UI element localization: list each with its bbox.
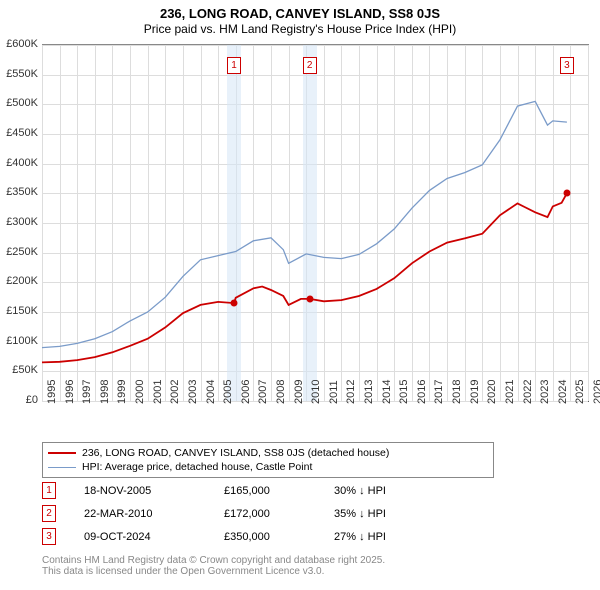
legend-swatch	[48, 452, 76, 454]
x-tick-label: 1999	[116, 380, 128, 404]
x-tick-label: 2003	[187, 380, 199, 404]
x-tick-label: 2006	[240, 380, 252, 404]
event-row-marker: 1	[42, 482, 56, 499]
event-date: 22-MAR-2010	[84, 508, 224, 520]
x-tick-label: 1998	[99, 380, 111, 404]
x-tick-label: 2001	[152, 380, 164, 404]
x-tick-label: 2023	[539, 380, 551, 404]
x-tick-label: 2021	[504, 380, 516, 404]
event-diff: 27% ↓ HPI	[334, 531, 424, 543]
price-chart: 123 £0£50K£100K£150K£200K£250K£300K£350K…	[42, 44, 588, 400]
event-row-marker: 2	[42, 505, 56, 522]
x-tick-label: 2008	[275, 380, 287, 404]
y-tick-label: £450K	[6, 127, 38, 139]
series-hpi	[42, 101, 567, 347]
x-tick-label: 2022	[522, 380, 534, 404]
legend: 236, LONG ROAD, CANVEY ISLAND, SS8 0JS (…	[42, 442, 494, 478]
x-tick-label: 2010	[310, 380, 322, 404]
y-tick-label: £250K	[6, 246, 38, 258]
x-tick-label: 1995	[46, 380, 58, 404]
event-row: 2 22-MAR-2010£172,00035% ↓ HPI	[42, 505, 588, 522]
y-tick-label: £50K	[12, 364, 38, 376]
event-price: £172,000	[224, 508, 334, 520]
data-point	[306, 295, 313, 302]
y-tick-label: £200K	[6, 275, 38, 287]
x-tick-label: 2013	[363, 380, 375, 404]
x-tick-label: 2024	[557, 380, 569, 404]
footer-attribution: Contains HM Land Registry data © Crown c…	[42, 555, 588, 577]
event-date: 09-OCT-2024	[84, 531, 224, 543]
event-price: £350,000	[224, 531, 334, 543]
x-tick-label: 2009	[293, 380, 305, 404]
y-tick-label: £600K	[6, 38, 38, 50]
y-tick-label: £400K	[6, 157, 38, 169]
event-row: 3 09-OCT-2024£350,00027% ↓ HPI	[42, 528, 588, 545]
legend-item: HPI: Average price, detached house, Cast…	[48, 460, 488, 474]
x-tick-label: 2012	[345, 380, 357, 404]
x-tick-label: 2007	[257, 380, 269, 404]
x-tick-label: 1997	[81, 380, 93, 404]
y-tick-label: £100K	[6, 335, 38, 347]
footer-line-2: This data is licensed under the Open Gov…	[42, 566, 588, 577]
footer-line-1: Contains HM Land Registry data © Crown c…	[42, 555, 588, 566]
legend-swatch	[48, 467, 76, 468]
y-tick-label: £0	[26, 394, 38, 406]
plot-area: 1 2 3	[42, 44, 589, 402]
data-point	[230, 300, 237, 307]
event-marker-3: 3	[560, 57, 574, 74]
y-tick-label: £350K	[6, 186, 38, 198]
page-subtitle: Price paid vs. HM Land Registry's House …	[0, 21, 600, 40]
y-tick-label: £550K	[6, 68, 38, 80]
events-table: 1 18-NOV-2005£165,00030% ↓ HPI 2 22-MAR-201…	[42, 482, 588, 551]
event-marker-2: 2	[303, 57, 317, 74]
x-tick-label: 2025	[574, 380, 586, 404]
event-row: 1 18-NOV-2005£165,00030% ↓ HPI	[42, 482, 588, 499]
event-marker-1: 1	[227, 57, 241, 74]
x-tick-label: 2015	[398, 380, 410, 404]
series-price-paid	[42, 193, 567, 362]
x-tick-label: 2016	[416, 380, 428, 404]
x-tick-label: 2011	[328, 380, 340, 404]
event-price: £165,000	[224, 485, 334, 497]
x-tick-label: 2000	[134, 380, 146, 404]
event-diff: 35% ↓ HPI	[334, 508, 424, 520]
x-tick-label: 1996	[64, 380, 76, 404]
event-date: 18-NOV-2005	[84, 485, 224, 497]
y-tick-label: £150K	[6, 305, 38, 317]
x-tick-label: 2020	[486, 380, 498, 404]
legend-label: 236, LONG ROAD, CANVEY ISLAND, SS8 0JS (…	[82, 447, 389, 459]
legend-label: HPI: Average price, detached house, Cast…	[82, 461, 312, 473]
x-tick-label: 2002	[169, 380, 181, 404]
legend-item: 236, LONG ROAD, CANVEY ISLAND, SS8 0JS (…	[48, 446, 488, 460]
event-row-marker: 3	[42, 528, 56, 545]
x-tick-label: 2005	[222, 380, 234, 404]
y-tick-label: £500K	[6, 97, 38, 109]
x-tick-label: 2026	[592, 380, 600, 404]
x-tick-label: 2017	[433, 380, 445, 404]
y-tick-label: £300K	[6, 216, 38, 228]
data-point	[563, 190, 570, 197]
x-tick-label: 2018	[451, 380, 463, 404]
series-layer	[42, 45, 588, 401]
x-tick-label: 2019	[469, 380, 481, 404]
x-tick-label: 2004	[205, 380, 217, 404]
page-title: 236, LONG ROAD, CANVEY ISLAND, SS8 0JS	[0, 0, 600, 21]
x-tick-label: 2014	[381, 380, 393, 404]
event-diff: 30% ↓ HPI	[334, 485, 424, 497]
